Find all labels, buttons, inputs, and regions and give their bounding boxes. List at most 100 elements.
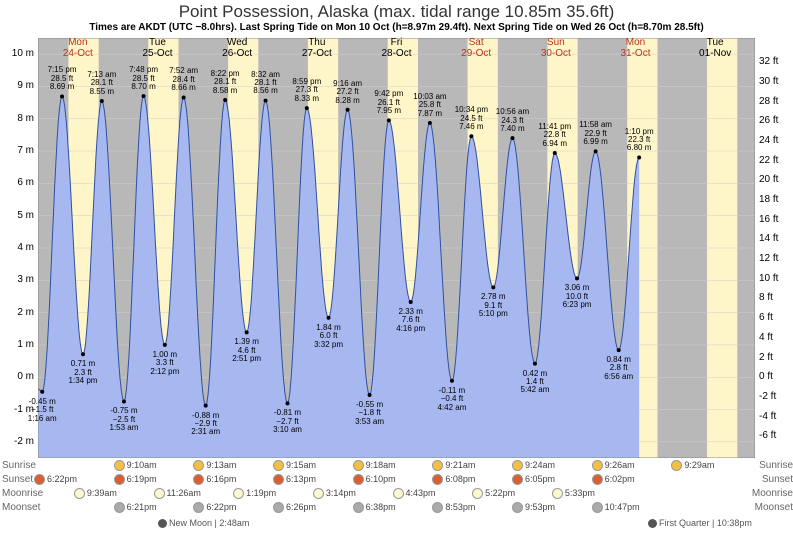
y-axis-right-tick: 24 ft [759,135,789,146]
tide-label: -0.88 m−2.9 ft2:31 am [191,412,220,437]
astro-row-label: Sunset [2,474,33,485]
astro-item: 9:53pm [512,502,555,513]
astro-row-sunrise: SunriseSunrise9:10am9:13am9:15am9:18am9:… [38,460,755,474]
y-axis-left-tick: 9 m [6,80,34,91]
y-axis-right-tick: 20 ft [759,174,789,185]
tide-label: 3.06 m10.0 ft6:23 pm [563,284,592,309]
tide-label: 2.78 m9.1 ft5:10 pm [479,293,508,318]
astro-item: 4:43pm [393,488,436,499]
moon-phase: First Quarter | 10:38pm [648,518,752,528]
y-axis-right-tick: 4 ft [759,332,789,343]
astro-item: 6:19pm [114,474,157,485]
day-label: Fri28-Oct [357,37,437,59]
y-axis-left-tick: 4 m [6,242,34,253]
day-label: Tue01-Nov [675,37,755,59]
astro-row-label: Moonrise [752,488,793,499]
tide-label: 0.71 m2.3 ft1:34 pm [69,360,98,385]
y-axis-right-tick: 30 ft [759,76,789,87]
tide-label: 7:48 pm28.5 ft8.70 m [129,66,158,91]
day-label: Wed26-Oct [197,37,277,59]
tide-label: 1:10 pm22.3 ft6.80 m [625,128,654,153]
astro-row-label: Sunrise [2,460,36,471]
day-label: Mon31-Oct [596,37,676,59]
astro-item: 9:18am [353,460,396,471]
tide-label: 2.33 m7.6 ft4:16 pm [396,308,425,333]
y-axis-right-tick: -2 ft [759,391,789,402]
astro-item: 10:47pm [592,502,640,513]
astro-item: 6:22pm [193,502,236,513]
astro-item: 9:10am [114,460,157,471]
tide-label: 11:41 pm22.8 ft6.94 m [538,123,571,148]
tide-label: 1.00 m3.3 ft2:12 pm [150,351,179,376]
tide-label: 9:16 am27.2 ft8.28 m [333,80,362,105]
y-axis-left-tick: -2 m [6,436,34,447]
astro-item: 9:15am [273,460,316,471]
astro-item: 9:29am [671,460,714,471]
y-axis-right-tick: -6 ft [759,430,789,441]
chart-title: Point Possession, Alaska (max. tidal ran… [0,2,793,22]
astro-item: 5:22pm [472,488,515,499]
day-label: Tue25-Oct [118,37,198,59]
tide-label: 10:03 am25.8 ft7.87 m [413,93,446,118]
astro-item: 5:33pm [552,488,595,499]
y-axis-left-tick: 2 m [6,307,34,318]
y-axis-right-tick: 8 ft [759,292,789,303]
y-axis-left-tick: 10 m [6,48,34,59]
astro-item: 6:21pm [114,502,157,513]
y-axis-right-tick: 16 ft [759,214,789,225]
y-axis-right-tick: 6 ft [759,312,789,323]
day-label: Sat29-Oct [436,37,516,59]
tide-label: 0.84 m2.8 ft6:56 am [604,356,633,381]
astro-item: 9:13am [193,460,236,471]
tide-label: 11:58 am22.9 ft6.99 m [579,121,612,146]
astro-item: 6:13pm [273,474,316,485]
y-axis-left-tick: 7 m [6,145,34,156]
y-axis-right-tick: 26 ft [759,115,789,126]
day-label: Mon24-Oct [38,37,118,59]
astro-item: 1:19pm [233,488,276,499]
y-axis-right-tick: 18 ft [759,194,789,205]
astro-item: 6:16pm [193,474,236,485]
astro-row-moonrise: MoonriseMoonrise9:39am11:26am1:19pm3:14p… [38,488,755,502]
y-axis-left-tick: 3 m [6,274,34,285]
astro-item: 3:14pm [313,488,356,499]
astro-item: 9:26am [592,460,635,471]
y-axis-left-tick: 0 m [6,371,34,382]
tide-label: 7:15 pm28.5 ft8.69 m [48,66,77,91]
plot-area: Mon24-OctTue25-OctWed26-OctThu27-OctFri2… [38,38,755,458]
astro-item: 6:26pm [273,502,316,513]
astro-item: 6:05pm [512,474,555,485]
tide-label: 9:42 pm26.1 ft7.95 m [374,90,403,115]
y-axis-right-tick: 10 ft [759,273,789,284]
astro-row-label: Sunset [762,474,793,485]
tide-label: 10:56 am24.3 ft7.40 m [496,108,529,133]
astro-row-label: Moonset [2,502,40,513]
astro-row-sunset: SunsetSunset6:22pm6:19pm6:16pm6:13pm6:10… [38,474,755,488]
y-axis-right-tick: -4 ft [759,411,789,422]
moon-phase: New Moon | 2:48am [158,518,249,528]
day-label: Thu27-Oct [277,37,357,59]
y-axis-left-tick: 6 m [6,177,34,188]
y-axis-right-tick: 32 ft [759,56,789,67]
y-axis-right-tick: 12 ft [759,253,789,264]
y-axis-right-tick: 22 ft [759,155,789,166]
y-axis-left-tick: 1 m [6,339,34,350]
y-axis-left-tick: 5 m [6,210,34,221]
astro-item: 6:10pm [353,474,396,485]
tide-chart: Point Possession, Alaska (max. tidal ran… [0,0,793,539]
astro-row-label: Moonset [755,502,793,513]
tide-label: 7:52 am28.4 ft8.66 m [169,67,198,92]
y-axis-right-tick: 28 ft [759,96,789,107]
astro-item: 8:53pm [432,502,475,513]
astro-item: 6:08pm [432,474,475,485]
tide-label: 1.84 m6.0 ft3:32 pm [314,324,343,349]
tide-label: 8:32 am28.1 ft8.56 m [251,71,280,96]
astro-item: 9:21am [432,460,475,471]
astro-row-moonset: MoonsetMoonset6:21pm6:22pm6:26pm6:38pm8:… [38,502,755,516]
y-axis-right-tick: 14 ft [759,233,789,244]
astro-item: 9:24am [512,460,555,471]
chart-subtitle: Times are AKDT (UTC −8.0hrs). Last Sprin… [0,22,793,33]
astro-item: 6:22pm [34,474,77,485]
astro-row-label: Moonrise [2,488,43,499]
tide-label: 1.39 m4.6 ft2:51 pm [232,338,261,363]
